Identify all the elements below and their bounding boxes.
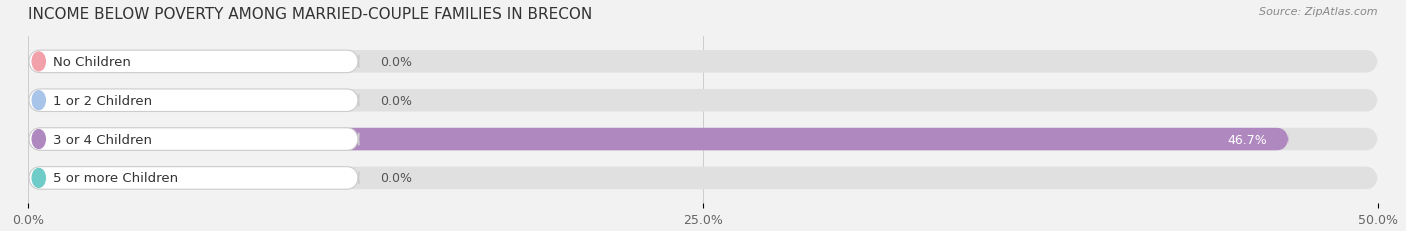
Text: 0.0%: 0.0%	[381, 94, 412, 107]
FancyBboxPatch shape	[28, 167, 1378, 189]
Circle shape	[32, 130, 45, 149]
Text: 3 or 4 Children: 3 or 4 Children	[53, 133, 152, 146]
FancyBboxPatch shape	[28, 51, 359, 73]
Text: Source: ZipAtlas.com: Source: ZipAtlas.com	[1260, 7, 1378, 17]
Circle shape	[32, 53, 45, 72]
Text: 46.7%: 46.7%	[1227, 133, 1267, 146]
Text: No Children: No Children	[53, 56, 131, 69]
FancyBboxPatch shape	[28, 90, 359, 112]
Circle shape	[32, 169, 45, 188]
Text: 1 or 2 Children: 1 or 2 Children	[53, 94, 152, 107]
FancyBboxPatch shape	[28, 128, 1289, 151]
FancyBboxPatch shape	[28, 167, 359, 189]
Circle shape	[32, 91, 45, 110]
FancyBboxPatch shape	[28, 128, 1378, 151]
Text: 0.0%: 0.0%	[381, 56, 412, 69]
FancyBboxPatch shape	[28, 51, 1378, 73]
Text: 5 or more Children: 5 or more Children	[53, 172, 179, 185]
Text: 0.0%: 0.0%	[381, 172, 412, 185]
Text: INCOME BELOW POVERTY AMONG MARRIED-COUPLE FAMILIES IN BRECON: INCOME BELOW POVERTY AMONG MARRIED-COUPL…	[28, 7, 592, 22]
FancyBboxPatch shape	[28, 90, 1378, 112]
FancyBboxPatch shape	[28, 128, 359, 151]
